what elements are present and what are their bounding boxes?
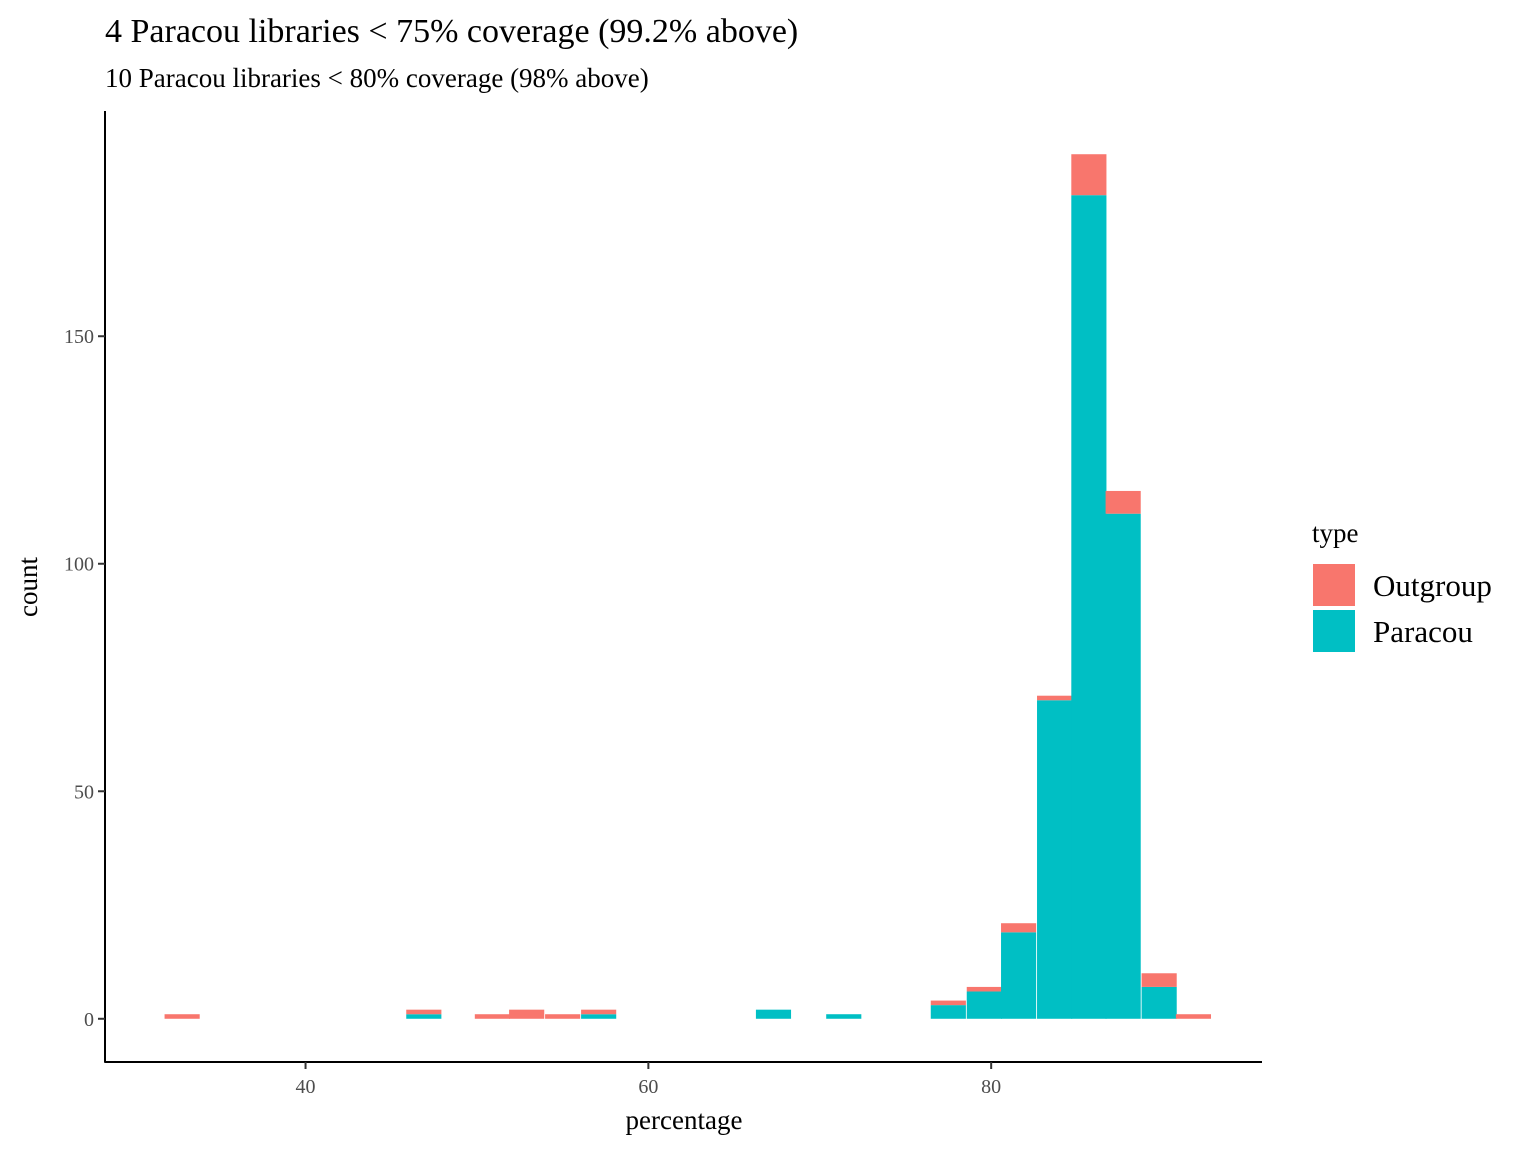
bar-outgroup bbox=[930, 1000, 966, 1006]
bar-outgroup bbox=[581, 1009, 617, 1015]
bar-outgroup bbox=[1037, 695, 1073, 701]
bar-paracou bbox=[1001, 932, 1037, 1019]
bar-outgroup bbox=[1175, 1014, 1212, 1019]
x-tick-label: 60 bbox=[638, 1076, 658, 1098]
bar-paracou bbox=[966, 991, 1002, 1019]
bar-paracou bbox=[826, 1014, 862, 1019]
bar-outgroup bbox=[164, 1014, 200, 1019]
y-tick-label: 150 bbox=[64, 326, 94, 348]
x-tick-label: 80 bbox=[981, 1076, 1001, 1098]
bar-outgroup bbox=[474, 1014, 510, 1019]
bar-paracou bbox=[581, 1014, 617, 1019]
bar-outgroup bbox=[545, 1014, 581, 1019]
bar-paracou bbox=[1037, 700, 1073, 1019]
legend-key-paracou bbox=[1313, 610, 1355, 652]
bar-paracou bbox=[1071, 195, 1107, 1019]
x-axis-title: percentage bbox=[626, 1105, 743, 1135]
legend-key-outgroup bbox=[1313, 564, 1355, 606]
y-tick-label: 100 bbox=[64, 554, 94, 576]
y-tick-label: 50 bbox=[74, 781, 94, 803]
bar-outgroup bbox=[509, 1009, 545, 1019]
bar-paracou bbox=[755, 1009, 792, 1019]
bar-outgroup bbox=[1071, 154, 1107, 196]
bar-outgroup bbox=[1105, 490, 1141, 514]
bar-outgroup bbox=[966, 986, 1002, 992]
legend-label-paracou: Paracou bbox=[1373, 614, 1473, 649]
legend: type Outgroup Paracou bbox=[1312, 518, 1492, 652]
axes-group: 0 50 100 150 40 60 80 bbox=[64, 111, 1262, 1098]
bar-paracou bbox=[406, 1014, 442, 1019]
bar-outgroup bbox=[406, 1009, 442, 1015]
bar-paracou bbox=[1141, 986, 1177, 1019]
bar-paracou bbox=[1105, 513, 1141, 1019]
y-axis-title: count bbox=[13, 557, 43, 617]
bars-group bbox=[164, 154, 1212, 1019]
y-tick-label: 0 bbox=[84, 1009, 94, 1031]
bar-paracou bbox=[930, 1005, 966, 1019]
chart-subtitle: 10 Paracou libraries < 80% coverage (98%… bbox=[105, 63, 649, 93]
legend-label-outgroup: Outgroup bbox=[1373, 568, 1492, 603]
legend-title: type bbox=[1312, 518, 1359, 548]
bar-outgroup bbox=[1001, 923, 1037, 933]
chart-title: 4 Paracou libraries < 75% coverage (99.2… bbox=[105, 13, 798, 50]
x-tick-label: 40 bbox=[296, 1076, 316, 1098]
bar-outgroup bbox=[1141, 973, 1177, 987]
